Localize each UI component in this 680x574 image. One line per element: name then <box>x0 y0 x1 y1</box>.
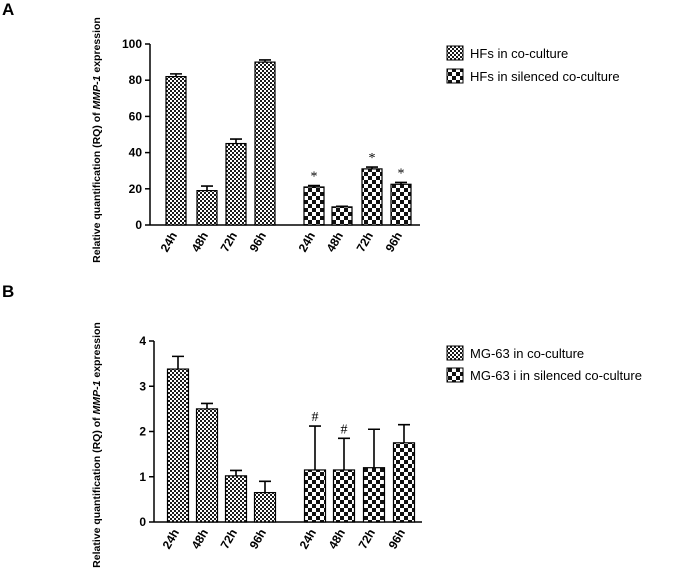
bar <box>361 168 383 226</box>
y-tick-label: 0 <box>135 218 142 232</box>
bar <box>196 190 218 226</box>
x-tick-label: 96h <box>383 230 405 255</box>
y-tick-label: 3 <box>139 379 146 393</box>
error-bar <box>172 355 184 370</box>
bar <box>225 142 247 226</box>
x-tick-label: 24h <box>296 230 318 255</box>
legend-swatch-a-1 <box>446 45 464 61</box>
y-tick-label: 60 <box>129 109 143 123</box>
panel-a: A Relative quantification (RQ) of MMP-1 … <box>2 0 620 263</box>
x-tick-label: 24h <box>297 527 319 552</box>
error-bar <box>336 205 348 208</box>
panel-b-label: B <box>2 282 14 301</box>
panel-b-y-axis-title: Relative quantification (RQ) of MMP-1 ex… <box>91 322 103 568</box>
error-bar <box>170 73 182 77</box>
panel-a-y-axis-title: Relative quantification (RQ) of MMP-1 ex… <box>91 17 103 263</box>
error-bar <box>309 425 321 470</box>
bar <box>195 408 219 523</box>
error-bar <box>398 423 410 443</box>
error-bar <box>338 437 350 470</box>
bar <box>390 183 412 226</box>
legend-swatch-a-2 <box>446 68 464 84</box>
error-bar <box>259 59 271 63</box>
y-tick-label: 80 <box>129 73 143 87</box>
legend-swatch-b-1 <box>446 345 464 361</box>
bar <box>224 475 248 523</box>
error-bar <box>201 402 213 409</box>
x-tick-label: 96h <box>247 230 269 255</box>
error-bar <box>308 184 320 187</box>
x-tick-label: 72h <box>218 230 240 255</box>
bar <box>303 469 327 523</box>
panel-a-legend: HFs in co-culture HFs in silenced co-cul… <box>446 45 620 84</box>
bar <box>362 467 386 523</box>
x-tick-label: 72h <box>218 527 240 552</box>
significance-marker: * <box>398 166 405 181</box>
error-bar <box>368 428 380 468</box>
error-bar <box>259 480 271 493</box>
x-tick-label: 72h <box>356 527 378 552</box>
y-tick-label: 4 <box>139 334 146 348</box>
panel-b: B Relative quantification (RQ) of MMP-1 … <box>2 282 642 568</box>
significance-marker: * <box>369 151 376 166</box>
legend-label-a-2: HFs in silenced co-culture <box>470 69 620 84</box>
panel-a-label: A <box>2 0 14 19</box>
bar <box>331 206 353 226</box>
y-tick-label: 0 <box>139 515 146 529</box>
x-tick-label: 96h <box>247 527 269 552</box>
bar <box>392 442 416 523</box>
x-tick-label: 72h <box>354 230 376 255</box>
x-tick-label: 96h <box>386 527 408 552</box>
y-tick-label: 2 <box>139 425 146 439</box>
error-bar <box>395 181 407 185</box>
legend-swatch-b-2 <box>446 367 464 383</box>
legend-label-b-1: MG-63 in co-culture <box>470 346 584 361</box>
significance-marker: # <box>341 422 348 437</box>
error-bar <box>201 185 213 191</box>
bar <box>253 491 277 523</box>
y-tick-label: 20 <box>129 182 143 196</box>
bar <box>165 75 187 226</box>
significance-marker: * <box>311 170 318 185</box>
significance-marker: # <box>312 410 319 425</box>
x-tick-label: 24h <box>160 527 182 552</box>
x-tick-label: 48h <box>326 527 348 552</box>
error-bar <box>230 138 242 144</box>
bar <box>303 186 325 226</box>
y-tick-label: 1 <box>139 470 146 484</box>
legend-label-b-2: MG-63 i in silenced co-culture <box>470 368 642 383</box>
legend-label-a-1: HFs in co-culture <box>470 46 568 61</box>
error-bar <box>366 166 378 169</box>
y-tick-label: 40 <box>129 146 143 160</box>
bar <box>332 469 356 523</box>
x-tick-label: 48h <box>189 527 211 552</box>
y-tick-label: 100 <box>122 37 142 51</box>
x-tick-label: 48h <box>324 230 346 255</box>
bar <box>254 61 276 226</box>
x-tick-label: 48h <box>189 230 211 255</box>
x-tick-label: 24h <box>158 230 180 255</box>
panel-b-legend: MG-63 in co-culture MG-63 i in silenced … <box>446 345 642 383</box>
error-bar <box>230 469 242 476</box>
bar <box>166 368 190 523</box>
